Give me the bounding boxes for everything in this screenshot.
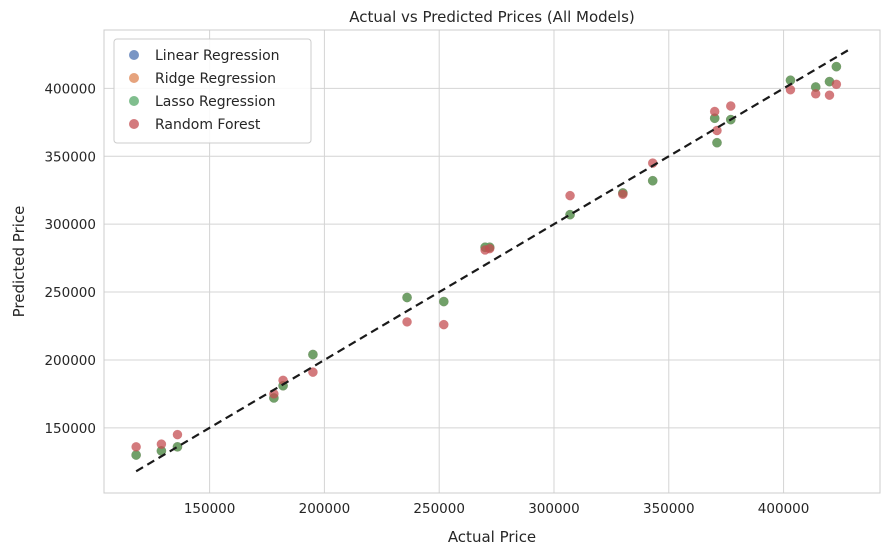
data-points <box>131 61 842 460</box>
data-point <box>131 450 141 460</box>
data-point <box>438 296 449 307</box>
data-point <box>712 137 722 148</box>
legend-label: Lasso Regression <box>155 94 276 110</box>
legend-marker <box>129 50 139 60</box>
data-point <box>131 441 141 452</box>
data-point <box>156 439 167 449</box>
chart-title: Actual vs Predicted Prices (All Models) <box>349 8 635 26</box>
data-point <box>565 209 575 220</box>
legend-label: Ridge Regression <box>155 71 276 87</box>
data-point <box>647 175 658 186</box>
x-tick-label: 300000 <box>528 501 580 517</box>
data-point <box>308 349 318 360</box>
data-point <box>725 101 736 111</box>
y-tick-label: 400000 <box>44 81 96 97</box>
data-point <box>831 61 842 72</box>
y-axis-label: Predicted Price <box>10 206 28 318</box>
y-tick-label: 250000 <box>44 285 96 301</box>
y-tick-label: 200000 <box>44 353 96 369</box>
reference-line <box>135 49 849 473</box>
y-tick-label: 350000 <box>44 149 96 165</box>
y-tick-label: 150000 <box>44 421 96 437</box>
data-point <box>824 90 835 101</box>
legend-marker <box>129 73 139 83</box>
data-point <box>402 292 412 303</box>
data-point <box>402 317 412 327</box>
x-tick-label: 150000 <box>184 501 236 517</box>
legend-marker <box>129 119 139 129</box>
plot-frame <box>103 29 881 494</box>
x-tick-label: 200000 <box>299 501 351 517</box>
x-tick-label: 350000 <box>643 501 695 517</box>
data-point <box>308 367 318 378</box>
data-point <box>172 429 183 440</box>
legend-label: Linear Regression <box>155 48 280 64</box>
legend-box <box>113 38 312 144</box>
data-point <box>831 79 842 90</box>
data-point <box>484 243 495 254</box>
data-point <box>438 319 449 330</box>
y-tick-label: 300000 <box>44 217 96 233</box>
data-point <box>618 189 628 200</box>
legend: Linear Regression Ridge Regression Lasso R… <box>113 38 312 144</box>
legend-label: Random Forest <box>155 117 261 133</box>
grid-lines <box>104 30 880 493</box>
data-point <box>709 106 720 117</box>
data-point <box>565 190 575 201</box>
axis-ticks: 150000 200000 250000 300000 350000 400000 1500… <box>44 81 809 517</box>
x-axis-label: Actual Price <box>448 528 536 546</box>
legend-marker <box>129 96 139 106</box>
x-tick-label: 250000 <box>413 501 465 517</box>
x-tick-label: 400000 <box>758 501 810 517</box>
data-point <box>810 88 821 99</box>
